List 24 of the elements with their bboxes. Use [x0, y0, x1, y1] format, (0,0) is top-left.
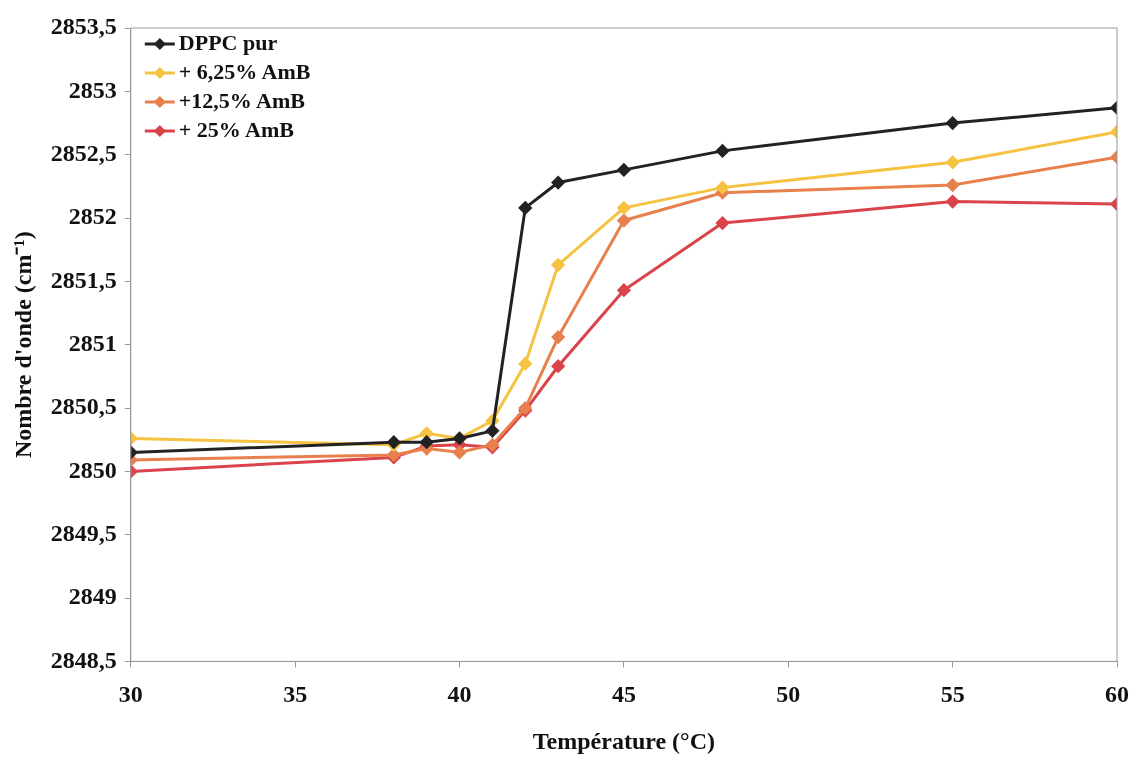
x-tick-label: 40: [447, 681, 472, 707]
y-tick-label: 2852: [68, 203, 117, 230]
x-tick-label: 35: [283, 681, 308, 707]
y-axis-title: Nombre d'onde (cm⁻¹): [9, 231, 36, 459]
x-tick-label: 55: [940, 681, 965, 707]
y-tick-label: 2849: [68, 583, 117, 610]
x-axis-title: Température (°C): [532, 727, 716, 754]
y-tick-label: 2851,5: [50, 266, 117, 293]
y-tick-label: 2848,5: [50, 646, 117, 673]
y-tick-label: 2853: [68, 76, 117, 103]
legend-label: +12,5% AmB: [178, 87, 306, 113]
y-tick-label: 2852,5: [50, 139, 117, 166]
legend-label: + 6,25% AmB: [178, 58, 311, 84]
x-tick-label: 60: [1105, 681, 1129, 707]
y-tick-label: 2850,5: [50, 393, 117, 420]
x-tick-label: 45: [611, 681, 636, 707]
x-tick-label: 50: [776, 681, 801, 707]
y-tick-label: 2849,5: [50, 519, 117, 546]
y-tick-label: 2853,5: [50, 13, 117, 40]
legend-label: DPPC pur: [178, 29, 278, 55]
y-tick-label: 2850: [68, 456, 117, 483]
y-tick-label: 2851: [68, 329, 117, 356]
legend-label: + 25% AmB: [178, 116, 295, 142]
x-tick-label: 30: [118, 681, 143, 707]
